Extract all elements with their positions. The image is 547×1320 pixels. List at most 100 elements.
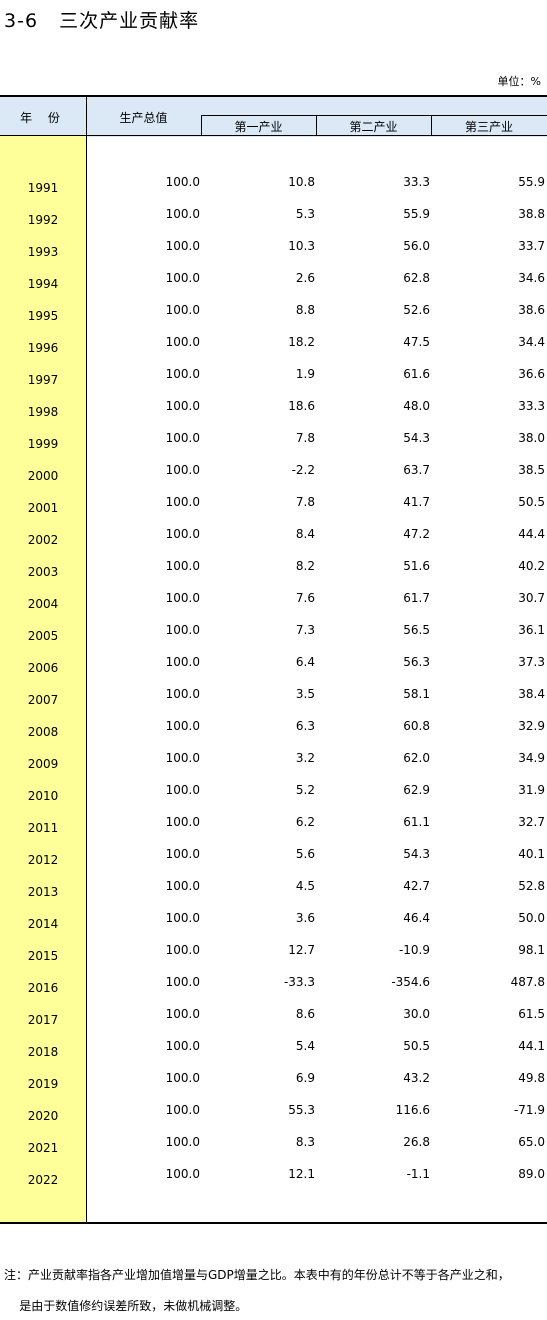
cell-secondary: -10.9 bbox=[398, 943, 430, 957]
cell-gdp: 100.0 bbox=[165, 431, 200, 445]
table-row: 2015 100.0 12.7 -10.9 98.1 bbox=[0, 943, 547, 975]
cell-primary: 7.3 bbox=[295, 623, 315, 637]
cell-gdp: 100.0 bbox=[165, 1039, 200, 1053]
cell-gdp: 100.0 bbox=[165, 751, 200, 765]
cell-tertiary: 32.7 bbox=[518, 815, 545, 829]
cell-primary: 6.4 bbox=[295, 655, 315, 669]
cell-tertiary: 37.3 bbox=[518, 655, 545, 669]
cell-secondary: 54.3 bbox=[403, 847, 430, 861]
cell-gdp: 100.0 bbox=[165, 271, 200, 285]
cell-gdp: 100.0 bbox=[165, 207, 200, 221]
cell-tertiary: 50.5 bbox=[518, 495, 545, 509]
cell-primary: 10.3 bbox=[288, 239, 315, 253]
cell-secondary: 62.8 bbox=[403, 271, 430, 285]
header-sub-divider bbox=[201, 115, 547, 116]
cell-gdp: 100.0 bbox=[165, 527, 200, 541]
cell-year: 2001 bbox=[27, 501, 59, 515]
table-row: 2013 100.0 4.5 42.7 52.8 bbox=[0, 879, 547, 911]
header-gdp: 生产总值 bbox=[119, 111, 168, 125]
cell-secondary: 61.1 bbox=[403, 815, 430, 829]
cell-primary: 12.7 bbox=[288, 943, 315, 957]
cell-tertiary: 61.5 bbox=[518, 1007, 545, 1021]
cell-year: 2015 bbox=[27, 949, 59, 963]
cell-secondary: 56.3 bbox=[403, 655, 430, 669]
cell-gdp: 100.0 bbox=[165, 783, 200, 797]
cell-year: 1999 bbox=[27, 437, 59, 451]
table-row: 2016 100.0 -33.3 -354.6 487.8 bbox=[0, 975, 547, 1007]
cell-year: 2018 bbox=[27, 1045, 59, 1059]
cell-secondary: 47.2 bbox=[403, 527, 430, 541]
table-row: 2021 100.0 8.3 26.8 65.0 bbox=[0, 1135, 547, 1167]
table-row: 2018 100.0 5.4 50.5 44.1 bbox=[0, 1039, 547, 1071]
header-bottom-divider bbox=[0, 135, 547, 136]
cell-primary: 3.5 bbox=[295, 687, 315, 701]
table-row: 1996 100.0 18.2 47.5 34.4 bbox=[0, 335, 547, 367]
cell-gdp: 100.0 bbox=[165, 591, 200, 605]
cell-tertiary: 50.0 bbox=[518, 911, 545, 925]
cell-secondary: 60.8 bbox=[403, 719, 430, 733]
page-title: 3-6 三次产业贡献率 bbox=[4, 10, 200, 32]
cell-secondary: 50.5 bbox=[403, 1039, 430, 1053]
cell-tertiary: 40.1 bbox=[518, 847, 545, 861]
cell-year: 2021 bbox=[27, 1141, 59, 1155]
table-row: 2002 100.0 8.4 47.2 44.4 bbox=[0, 527, 547, 559]
cell-tertiary: 38.5 bbox=[518, 463, 545, 477]
cell-secondary: 61.7 bbox=[403, 591, 430, 605]
cell-gdp: 100.0 bbox=[165, 623, 200, 637]
cell-year: 2005 bbox=[27, 629, 59, 643]
cell-year: 1992 bbox=[27, 213, 59, 227]
table-row: 2019 100.0 6.9 43.2 49.8 bbox=[0, 1071, 547, 1103]
cell-primary: 8.2 bbox=[295, 559, 315, 573]
table-row: 1999 100.0 7.8 54.3 38.0 bbox=[0, 431, 547, 463]
divider-primary bbox=[316, 115, 317, 135]
header-tertiary: 第三产业 bbox=[464, 120, 513, 134]
cell-year: 1995 bbox=[27, 309, 59, 323]
cell-secondary: 62.9 bbox=[403, 783, 430, 797]
cell-gdp: 100.0 bbox=[165, 559, 200, 573]
cell-primary: 55.3 bbox=[288, 1103, 315, 1117]
cell-secondary: 30.0 bbox=[403, 1007, 430, 1021]
cell-tertiary: 40.2 bbox=[518, 559, 545, 573]
data-table: 年 份 生产总值 第一产业 第二产业 第三产业 1991 100.0 10.8 33.… bbox=[0, 95, 547, 1224]
divider-year bbox=[86, 95, 87, 1222]
cell-tertiary: -71.9 bbox=[513, 1103, 545, 1117]
cell-secondary: 56.5 bbox=[403, 623, 430, 637]
table-row: 2011 100.0 6.2 61.1 32.7 bbox=[0, 815, 547, 847]
year-column-background bbox=[0, 135, 86, 1222]
table-row: 2014 100.0 3.6 46.4 50.0 bbox=[0, 911, 547, 943]
cell-primary: 8.6 bbox=[295, 1007, 315, 1021]
cell-primary: 7.6 bbox=[295, 591, 315, 605]
cell-year: 2022 bbox=[27, 1173, 59, 1187]
table-row: 1991 100.0 10.8 33.3 55.9 bbox=[0, 175, 547, 207]
cell-primary: 8.8 bbox=[295, 303, 315, 317]
cell-primary: 5.3 bbox=[295, 207, 315, 221]
table-row: 2012 100.0 5.6 54.3 40.1 bbox=[0, 847, 547, 879]
cell-gdp: 100.0 bbox=[165, 1135, 200, 1149]
cell-tertiary: 34.4 bbox=[518, 335, 545, 349]
cell-secondary: 61.6 bbox=[403, 367, 430, 381]
header-year: 年 份 bbox=[20, 111, 66, 125]
cell-year: 2007 bbox=[27, 693, 59, 707]
cell-tertiary: 36.6 bbox=[518, 367, 545, 381]
cell-secondary: 55.9 bbox=[403, 207, 430, 221]
cell-gdp: 100.0 bbox=[165, 879, 200, 893]
cell-gdp: 100.0 bbox=[165, 367, 200, 381]
cell-secondary: 46.4 bbox=[403, 911, 430, 925]
table-row: 2020 100.0 55.3 116.6 -71.9 bbox=[0, 1103, 547, 1135]
table-row: 2003 100.0 8.2 51.6 40.2 bbox=[0, 559, 547, 591]
cell-year: 2012 bbox=[27, 853, 59, 867]
cell-year: 2000 bbox=[27, 469, 59, 483]
table-row: 1997 100.0 1.9 61.6 36.6 bbox=[0, 367, 547, 399]
cell-tertiary: 38.6 bbox=[518, 303, 545, 317]
cell-tertiary: 52.8 bbox=[518, 879, 545, 893]
cell-gdp: 100.0 bbox=[165, 335, 200, 349]
cell-tertiary: 38.0 bbox=[518, 431, 545, 445]
cell-primary: 6.3 bbox=[295, 719, 315, 733]
table-row: 2000 100.0 -2.2 63.7 38.5 bbox=[0, 463, 547, 495]
cell-gdp: 100.0 bbox=[165, 463, 200, 477]
cell-secondary: 43.2 bbox=[403, 1071, 430, 1085]
cell-primary: 2.6 bbox=[295, 271, 315, 285]
cell-secondary: 41.7 bbox=[403, 495, 430, 509]
table-row: 2006 100.0 6.4 56.3 37.3 bbox=[0, 655, 547, 687]
cell-gdp: 100.0 bbox=[165, 975, 200, 989]
